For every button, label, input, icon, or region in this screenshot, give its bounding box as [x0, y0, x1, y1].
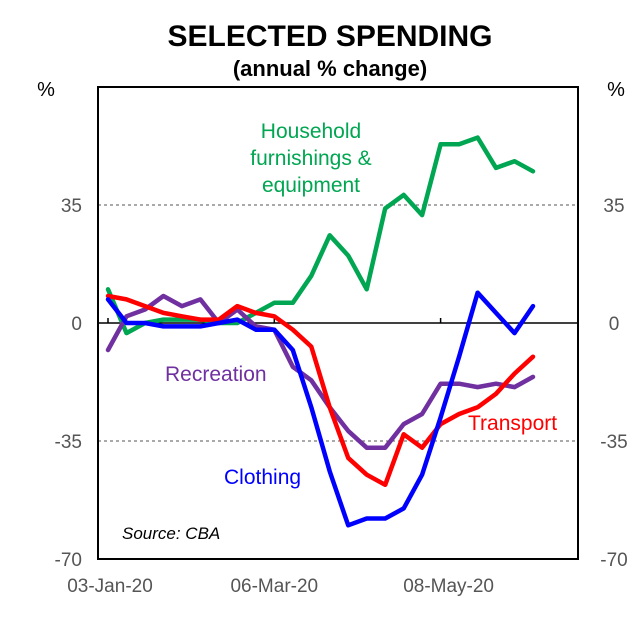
y-unit-right: %: [607, 79, 625, 101]
x-tick-label-0: 03-Jan-20: [67, 576, 153, 597]
series-label-2-0: Transport: [468, 412, 557, 435]
y-tick-label-left-3: -70: [55, 550, 82, 571]
series-label-0-2: equipment: [262, 174, 360, 197]
series-label-0-0: Household: [261, 120, 361, 143]
x-tick-label-2: 08-May-20: [403, 576, 494, 597]
series-line-3: [105, 290, 536, 528]
y-tick-label-left-0: 35: [61, 196, 82, 217]
chart-title: SELECTED SPENDING: [167, 20, 492, 53]
x-tick-label-1: 06-Mar-20: [230, 576, 318, 597]
series-line-1: [105, 293, 536, 450]
y-tick-label-right-3: -70: [600, 550, 627, 571]
axes: 35 35 0 0 -35 -35 -70 -70 03-Jan-20 06-Mar-20 08-M…: [55, 86, 628, 597]
y-tick-label-right-1: 0: [609, 314, 620, 335]
y-tick-label-left-1: 0: [71, 314, 82, 335]
y-tick-label-right-2: -35: [600, 432, 627, 453]
chart-subtitle: (annual % change): [233, 56, 427, 81]
y-tick-label-left-2: -35: [55, 432, 82, 453]
series-line-2: [105, 293, 536, 488]
gridlines: [98, 204, 578, 442]
series-lines: [105, 135, 536, 528]
y-tick-label-right-0: 35: [603, 196, 624, 217]
series-line-0: [105, 135, 536, 336]
source-note: Source: CBA: [122, 524, 220, 543]
series-label-1-0: Recreation: [165, 363, 267, 386]
y-unit-left: %: [37, 79, 55, 101]
series-label-3-0: Clothing: [224, 466, 301, 489]
series-labels: Household furnishings & equipment Recreatio…: [165, 120, 557, 489]
series-label-0-1: furnishings &: [250, 147, 371, 170]
